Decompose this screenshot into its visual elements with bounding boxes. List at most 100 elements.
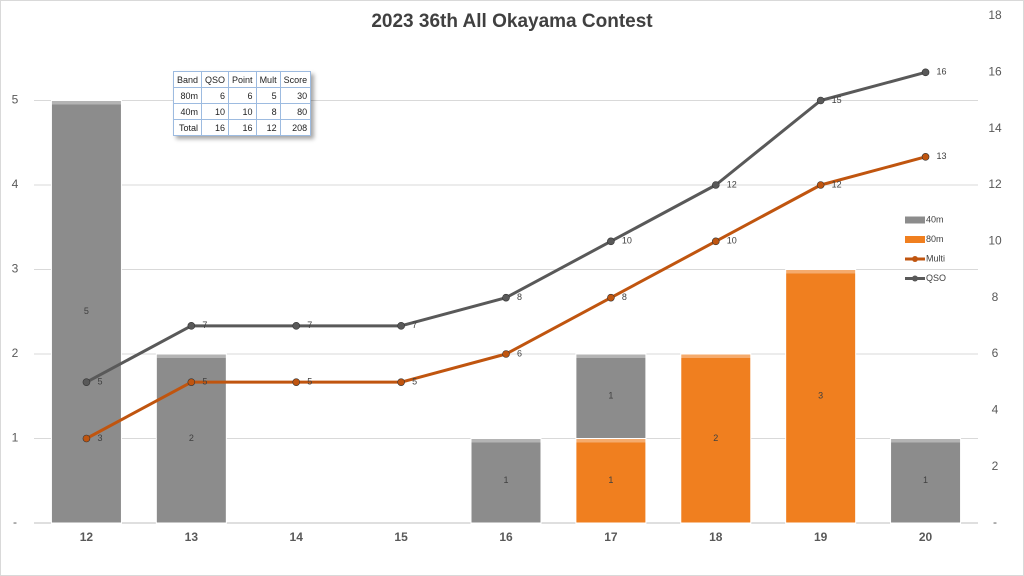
table-cell: 10 <box>201 103 230 120</box>
table-cell: Band <box>172 71 203 88</box>
bar <box>50 100 122 524</box>
table-cell: 6 <box>228 87 257 104</box>
bar-shine <box>51 100 122 105</box>
legend-swatch <box>905 236 925 243</box>
table-cell: Total <box>172 119 203 136</box>
table-cell: 6 <box>201 87 230 104</box>
x-tick-label: 17 <box>604 530 618 544</box>
point-label: 8 <box>517 292 522 302</box>
bar-label: 1 <box>923 475 928 485</box>
y2-tick-label: 4 <box>992 403 999 417</box>
bar-shine <box>575 354 646 358</box>
line-marker <box>607 293 615 302</box>
x-tick-label: 14 <box>290 530 304 544</box>
table-cell: 10 <box>228 103 257 120</box>
bar <box>470 438 542 524</box>
line-marker <box>607 237 615 246</box>
table-cell: QSO <box>201 71 230 88</box>
bar-label: 2 <box>713 433 718 443</box>
point-label: 7 <box>412 320 417 330</box>
bar-shine <box>890 438 961 443</box>
point-label: 15 <box>832 95 842 105</box>
table-cell: 16 <box>201 119 230 136</box>
line-marker <box>816 181 825 189</box>
legend-label: QSO <box>926 273 946 283</box>
table-cell: Point <box>228 71 257 88</box>
point-label: 7 <box>307 320 312 330</box>
table-cell: 40m <box>172 103 203 120</box>
point-label: 5 <box>307 377 312 387</box>
x-tick-label: 18 <box>709 530 723 544</box>
y-tick-label: 2 <box>12 346 19 360</box>
bar-label: 2 <box>189 433 194 443</box>
bar-label: 1 <box>503 475 508 485</box>
bar-label: 5 <box>84 306 89 316</box>
point-label: 5 <box>412 377 417 387</box>
bar <box>575 438 647 524</box>
table-cell: 80m <box>172 87 203 104</box>
table-cell: 8 <box>255 103 281 120</box>
point-label: 6 <box>517 348 522 358</box>
y2-tick-label: 12 <box>988 177 1002 191</box>
x-tick-label: 13 <box>185 530 199 544</box>
summary-table: Band QSO Point Mult Score 80m 6 6 5 30 40m 10 10 8 80 T… <box>172 71 312 136</box>
y2-tick-label: - <box>993 515 997 529</box>
table-row: Band QSO Point Mult Score <box>172 71 312 88</box>
y2-tick-label: 8 <box>992 290 999 304</box>
line-marker <box>292 378 301 386</box>
bar-label: 1 <box>608 475 613 485</box>
bar <box>890 438 962 524</box>
point-label: 5 <box>97 377 102 387</box>
line-marker <box>816 96 825 105</box>
line-marker <box>502 293 510 302</box>
legend-label: 80m <box>926 234 944 244</box>
line-marker <box>187 322 196 330</box>
line-marker <box>292 322 301 330</box>
table-cell: Mult <box>255 71 281 88</box>
x-tick-label: 15 <box>394 530 408 544</box>
y2-tick-label: 16 <box>988 65 1002 79</box>
table-cell: 80 <box>279 103 312 120</box>
y-tick-label: 1 <box>12 431 19 445</box>
table-cell: 16 <box>228 119 257 136</box>
line-marker <box>711 237 720 246</box>
y2-tick-label: 6 <box>992 346 999 360</box>
legend-marker <box>912 275 918 282</box>
point-label: 10 <box>727 236 737 246</box>
table-row: 40m 10 10 8 80 <box>172 103 312 120</box>
point-label: 10 <box>622 236 632 246</box>
line-marker <box>397 322 405 330</box>
y2-tick-label: 18 <box>988 8 1002 22</box>
x-tick-label: 19 <box>814 530 828 544</box>
y2-tick-label: 10 <box>988 234 1002 248</box>
bar-label: 3 <box>818 391 823 401</box>
line-marker <box>82 434 91 443</box>
bar-shine <box>680 354 751 358</box>
table-cell: 12 <box>255 119 281 136</box>
bar <box>680 353 752 524</box>
legend-label: Multi <box>926 253 945 263</box>
y-tick-label: 5 <box>12 93 19 107</box>
table-cell: 5 <box>255 87 281 104</box>
bar-shine <box>156 354 227 358</box>
line-marker <box>502 350 510 358</box>
chart-title: 2023 36th All Okayama Contest <box>371 11 653 32</box>
bar-shine <box>785 269 856 274</box>
line-marker <box>187 378 196 386</box>
point-label: 12 <box>727 179 737 189</box>
legend-label: 40m <box>926 214 944 224</box>
table-row: Total 16 16 12 208 <box>172 119 312 136</box>
line-marker <box>82 378 91 386</box>
bar <box>575 353 647 439</box>
line-marker <box>711 181 720 189</box>
table-cell: Score <box>279 71 312 88</box>
bar <box>785 269 857 524</box>
point-label: 3 <box>97 433 102 443</box>
point-label: 8 <box>622 292 627 302</box>
bar-shine <box>471 438 541 443</box>
table-cell: 30 <box>279 87 312 104</box>
y-tick-label: 4 <box>12 177 19 191</box>
point-label: 12 <box>832 179 842 189</box>
line-marker <box>397 378 405 386</box>
point-label: 13 <box>937 151 947 161</box>
